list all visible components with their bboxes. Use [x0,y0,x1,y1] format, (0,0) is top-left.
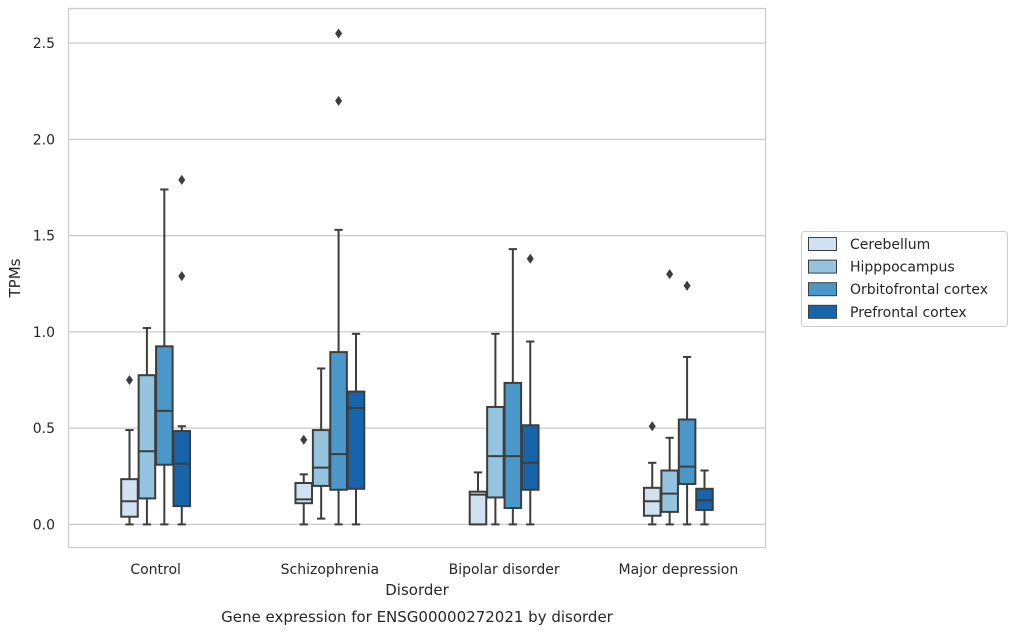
box-cerebellum [294,434,314,526]
box-hipppocampus [660,269,679,526]
box [660,469,679,513]
box-prefrontal-cortex [346,332,366,526]
box [346,390,366,490]
box-prefrontal-cortex [520,253,540,526]
y-axis-label: TPMs [6,258,24,298]
legend-label: Hipppocampus [850,260,955,276]
y-tick-label: 0.5 [33,421,55,437]
outlier-point [300,434,308,445]
x-tick-label: Schizophrenia [281,562,379,578]
y-tick-label: 1.5 [33,229,55,245]
box [172,430,192,508]
box-prefrontal-cortex [172,174,192,526]
x-tick-labels: Control Schizophrenia Bipolar disorder Majo… [130,562,738,578]
outlier-point [666,269,674,280]
legend-frame [801,231,1008,327]
x-tick-label: Major depression [619,562,739,578]
x-tick-label: Bipolar disorder [449,562,560,578]
box-hipppocampus [486,332,505,526]
box [294,482,314,505]
box [120,478,139,518]
box-hipppocampus [137,327,157,526]
box-prefrontal-cortex [695,469,714,526]
x-axis-label: Disorder [385,581,449,599]
box-cerebellum [468,471,488,526]
box-orbitofrontal-cortex [677,280,697,526]
x-tick-label: Control [130,562,181,578]
box-orbitofrontal-cortex [155,188,174,526]
box [137,374,157,500]
y-tick-labels: 0.0 0.5 1.0 1.5 2.0 2.5 [33,36,55,533]
legend-label: Prefrontal cortex [850,305,967,321]
legend-swatch [808,259,837,274]
box [677,418,697,485]
outlier-point [683,280,691,291]
outlier-point [648,421,656,432]
chart-caption: Gene expression for ENSG00000272021 by d… [221,608,614,626]
y-tick-label: 2.0 [33,132,55,148]
outlier-point [335,28,343,39]
legend-swatch [808,237,837,251]
outlier-point [178,174,186,185]
box [468,490,488,526]
box-cerebellum [120,375,139,526]
outlier-point [335,95,343,106]
box [155,345,174,466]
legend-items: Cerebellum Hipppocampus Orbitofrontal cort… [808,237,988,321]
box [311,429,331,487]
box [503,381,523,510]
box-groups [120,28,714,526]
y-tick-label: 0.0 [33,517,55,533]
box-orbitofrontal-cortex [329,28,348,526]
legend-swatch [808,282,837,297]
outlier-point [125,375,133,386]
outlier-point [178,271,186,282]
legend-label: Orbitofrontal cortex [850,282,988,298]
plot-frame [67,7,767,549]
y-tick-label: 1.0 [33,325,55,341]
box-hipppocampus [311,367,331,520]
y-tick-label: 2.5 [33,36,55,52]
outlier-point [526,253,534,264]
box [520,424,540,491]
legend-swatch [808,304,837,319]
legend-label: Cerebellum [850,237,930,253]
box-cerebellum [642,421,662,526]
legend: Cerebellum Hipppocampus Orbitofrontal cort… [801,231,1008,327]
box [486,405,505,499]
box [329,351,348,491]
box-orbitofrontal-cortex [503,248,523,526]
